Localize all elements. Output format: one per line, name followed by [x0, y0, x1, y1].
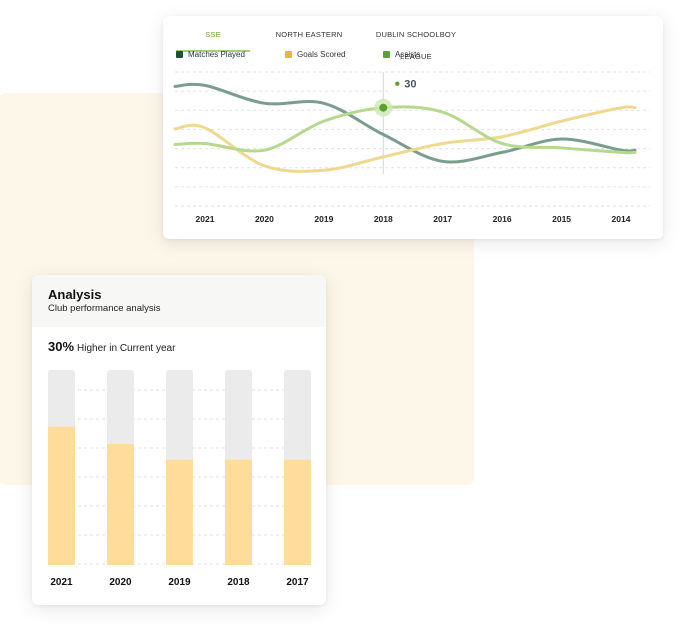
tab-sse[interactable]: SSE	[176, 24, 250, 52]
legend-label-goals-scored: Goals Scored	[297, 49, 346, 59]
x-tick-label-2016: 2016	[493, 214, 512, 224]
line-chart: 30 2021 2020 2019 2018 2017 2016 2015 2014	[173, 71, 650, 224]
bar-label-2020: 2020	[109, 577, 132, 588]
legend-swatch-assists	[383, 50, 390, 58]
bar-label-2017: 2017	[286, 577, 309, 588]
bar-label-2018: 2018	[227, 577, 250, 588]
highlight-point	[379, 103, 388, 112]
growth-text: Higher in Current year	[77, 343, 176, 354]
legend-assists[interactable]: Assists	[383, 47, 420, 61]
league-tabs: SSE NORTH EASTERN DUBLIN SCHOOLBOY LEAGU…	[176, 24, 646, 61]
x-tick-label-2017: 2017	[433, 214, 452, 224]
x-tick-label-2019: 2019	[314, 214, 333, 224]
analysis-title: Analysis	[48, 287, 102, 302]
x-tick-label-2018: 2018	[374, 214, 393, 224]
highlight-tooltip-dot	[395, 81, 400, 86]
chart-legend: Matches Played Goals Scored Assists	[176, 47, 646, 61]
legend-swatch-goals-scored	[285, 50, 292, 58]
x-tick-label-2020: 2020	[255, 214, 274, 224]
bar-label-2019: 2019	[168, 577, 191, 588]
x-tick-label-2021: 2021	[196, 214, 215, 224]
analysis-header: Analysis Club performance analysis	[32, 275, 326, 327]
bar-2020	[107, 444, 134, 565]
legend-label-assists: Assists	[395, 49, 421, 59]
tab-north-eastern[interactable]: NORTH EASTERN	[275, 30, 343, 39]
league-stats-card: 30 2021 2020 2019 2018 2017 2016 2015 2014 SSE N…	[163, 16, 663, 239]
x-tick-label-2015: 2015	[552, 214, 571, 224]
legend-matches-played[interactable]: Matches Played	[176, 47, 245, 61]
tab-dublin-schoolboy-league[interactable]: DUBLIN SCHOOLBOY LEAGUE	[375, 30, 457, 61]
series-line-goals-scored	[173, 105, 637, 173]
x-tick-label-2014: 2014	[612, 214, 631, 224]
legend-swatch-matches-played	[176, 50, 183, 58]
bar-chart: 2021 2020 2019 2018 2017	[48, 370, 311, 588]
series-line-matches-played	[173, 82, 637, 164]
bar-2021	[48, 426, 75, 565]
bar-2017	[284, 459, 311, 565]
growth-highlight: 30% Higher in Current year	[48, 339, 175, 354]
legend-goals-scored[interactable]: Goals Scored	[285, 47, 345, 61]
analysis-card: Analysis Club performance analysis 30% Hi…	[32, 275, 326, 605]
highlight-tooltip-value: 30	[404, 79, 416, 91]
series-line-assists	[173, 105, 637, 155]
bar-2018	[225, 459, 252, 565]
bar-label-2021: 2021	[50, 577, 73, 588]
bar-2019	[166, 459, 193, 565]
growth-percent: 30%	[48, 339, 75, 354]
analysis-subtitle: Club performance analysis	[48, 303, 161, 314]
highlight-tooltip	[389, 73, 432, 94]
legend-label-matches-played: Matches Played	[188, 49, 245, 59]
